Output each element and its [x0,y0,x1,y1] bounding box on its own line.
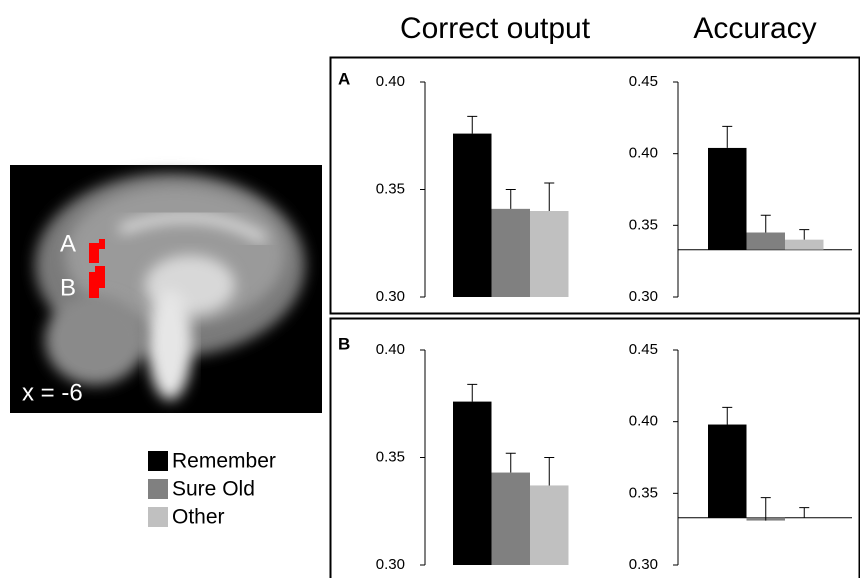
legend-label: Remember [172,450,276,473]
error-bar [799,230,809,240]
panel-frame [331,58,860,314]
y-tick-label: 0.45 [629,73,658,90]
y-tick-label: 0.30 [376,288,405,305]
error-bar [467,116,477,133]
bar [492,473,531,565]
bar [708,148,747,250]
y-tick-label: 0.45 [629,341,658,358]
error-bar [506,453,516,472]
panel-label: A [338,69,350,88]
y-tick-label: 0.35 [629,484,658,501]
y-tick-label: 0.35 [376,448,405,465]
panel-frame [331,319,860,578]
legend-label: Other [172,506,225,529]
y-tick-label: 0.30 [629,556,658,573]
column-title: Correct output [400,12,591,45]
bar [492,209,531,297]
legend-swatch [148,479,168,499]
legend-swatch [148,507,168,527]
bar [530,211,569,297]
y-tick-label: 0.30 [376,556,405,573]
region-label: B [60,274,76,301]
bar [453,134,492,297]
y-tick-label: 0.40 [629,413,658,430]
y-tick-label: 0.40 [629,145,658,162]
slice-label: x = -6 [22,379,83,406]
legend-swatch [148,451,168,471]
legend-label: Sure Old [172,478,255,501]
bar [453,402,492,565]
error-bar [544,458,554,486]
column-title: Accuracy [693,12,816,45]
error-bar [722,126,732,148]
error-bar [722,407,732,424]
error-bar [761,498,771,521]
brain-image [10,165,322,413]
bar [530,485,569,565]
y-tick-label: 0.35 [376,180,405,197]
error-bar [544,183,554,211]
bar [785,240,824,250]
y-tick-label: 0.35 [629,216,658,233]
error-bar [799,508,809,518]
y-tick-label: 0.40 [376,341,405,358]
region-label: A [60,230,76,257]
error-bar [506,190,516,209]
y-tick-label: 0.40 [376,73,405,90]
bar [708,425,747,518]
error-bar [467,384,477,401]
figure: A B x = -6 Correct output Accuracy Remem… [0,0,860,578]
panel-label: B [338,334,350,353]
y-tick-label: 0.30 [629,288,658,305]
error-bar [761,215,771,232]
bar [747,233,786,250]
